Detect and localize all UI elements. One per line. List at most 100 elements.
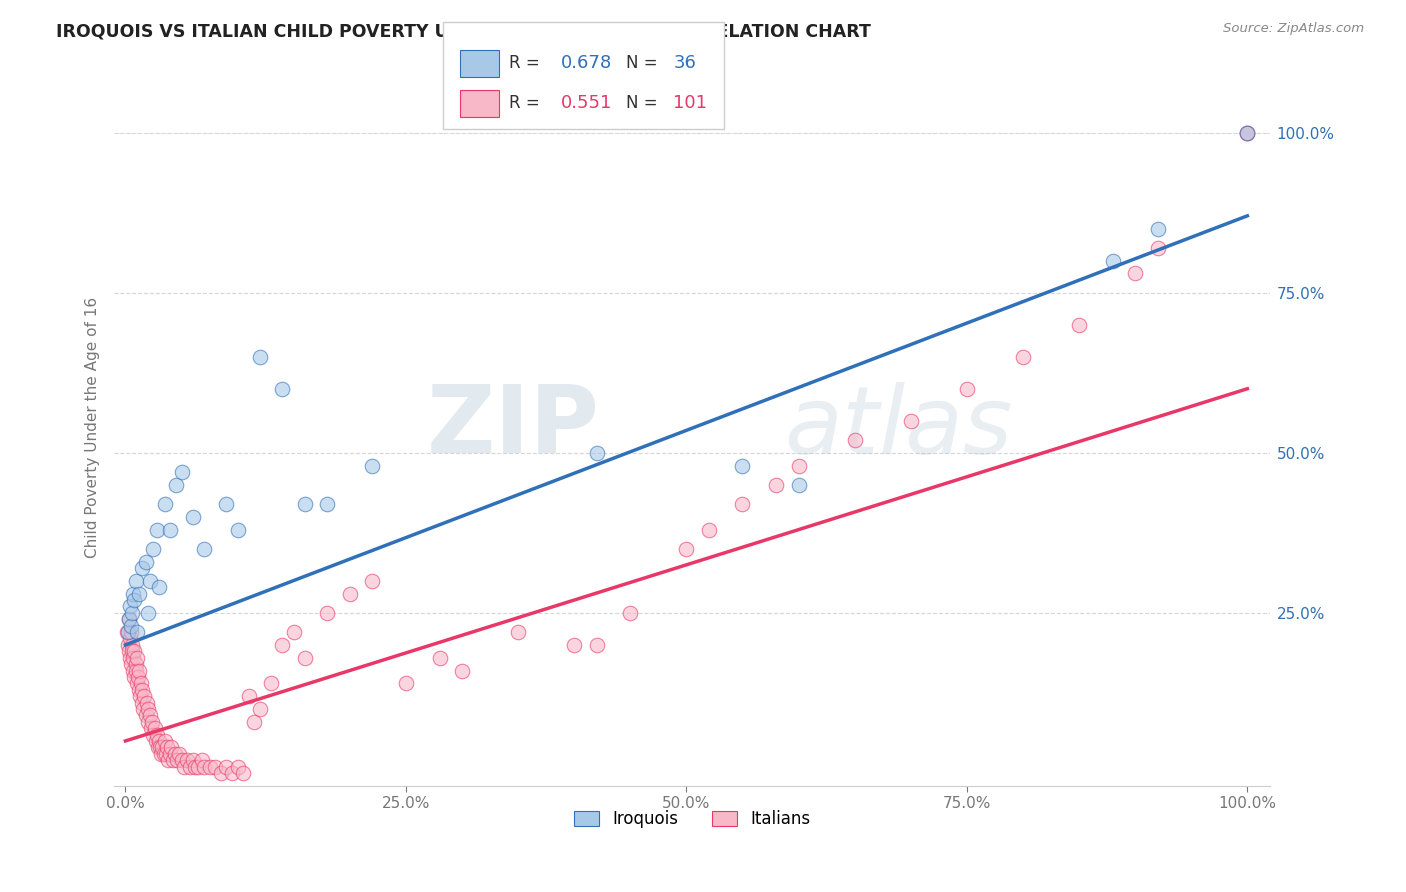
- Point: [294, 650, 316, 665]
- Point: [1236, 126, 1258, 140]
- Point: [765, 477, 787, 491]
- Text: 0.551: 0.551: [561, 95, 613, 112]
- Text: R =: R =: [509, 54, 540, 72]
- Point: [134, 689, 156, 703]
- Point: [1146, 241, 1168, 255]
- Point: [131, 682, 153, 697]
- Point: [136, 714, 159, 729]
- Point: [181, 509, 204, 524]
- Point: [148, 580, 170, 594]
- Text: 101: 101: [673, 95, 707, 112]
- Point: [1012, 350, 1035, 364]
- Point: [187, 759, 209, 773]
- Point: [143, 721, 166, 735]
- Point: [121, 638, 143, 652]
- Point: [128, 664, 150, 678]
- Point: [844, 433, 866, 447]
- Point: [118, 612, 141, 626]
- Point: [1236, 126, 1258, 140]
- Point: [121, 644, 143, 658]
- Point: [232, 766, 254, 780]
- Point: [226, 759, 249, 773]
- Point: [115, 625, 138, 640]
- Point: [122, 650, 145, 665]
- Point: [153, 734, 176, 748]
- Point: [173, 759, 195, 773]
- Point: [395, 676, 418, 690]
- Point: [160, 740, 183, 755]
- Point: [176, 753, 198, 767]
- Point: [1101, 253, 1123, 268]
- Point: [131, 696, 153, 710]
- Point: [129, 689, 152, 703]
- Point: [159, 747, 181, 761]
- Legend: Iroquois, Italians: Iroquois, Italians: [567, 804, 817, 835]
- Point: [238, 689, 260, 703]
- Point: [429, 650, 451, 665]
- Point: [221, 766, 243, 780]
- Point: [124, 644, 146, 658]
- Text: IROQUOIS VS ITALIAN CHILD POVERTY UNDER THE AGE OF 16 CORRELATION CHART: IROQUOIS VS ITALIAN CHILD POVERTY UNDER …: [56, 22, 872, 40]
- Point: [226, 523, 249, 537]
- Point: [124, 657, 146, 672]
- Point: [193, 541, 215, 556]
- Point: [787, 477, 810, 491]
- Point: [697, 523, 720, 537]
- Point: [136, 702, 159, 716]
- Point: [1236, 126, 1258, 140]
- Point: [127, 670, 149, 684]
- Point: [125, 676, 148, 690]
- Point: [243, 714, 266, 729]
- Point: [159, 523, 181, 537]
- Point: [141, 721, 163, 735]
- Point: [209, 766, 232, 780]
- Point: [167, 747, 190, 761]
- Point: [145, 734, 167, 748]
- Text: atlas: atlas: [785, 382, 1012, 473]
- Point: [153, 497, 176, 511]
- Point: [204, 759, 226, 773]
- Point: [361, 458, 384, 473]
- Point: [118, 599, 141, 614]
- Point: [142, 541, 165, 556]
- Point: [155, 747, 177, 761]
- Text: ZIP: ZIP: [426, 381, 599, 473]
- Point: [1067, 318, 1090, 332]
- Point: [731, 458, 754, 473]
- Point: [271, 638, 294, 652]
- Point: [900, 414, 922, 428]
- Point: [136, 606, 159, 620]
- Point: [124, 593, 146, 607]
- Point: [149, 740, 172, 755]
- Point: [118, 650, 141, 665]
- Point: [184, 759, 207, 773]
- Point: [139, 574, 162, 588]
- Point: [787, 458, 810, 473]
- Point: [1146, 221, 1168, 235]
- Point: [179, 759, 201, 773]
- Point: [117, 625, 139, 640]
- Text: 36: 36: [673, 54, 696, 72]
- Point: [124, 664, 146, 678]
- Point: [339, 587, 361, 601]
- Point: [118, 632, 141, 646]
- Point: [585, 638, 607, 652]
- Point: [198, 759, 221, 773]
- Point: [190, 753, 212, 767]
- Point: [120, 657, 142, 672]
- Point: [141, 714, 163, 729]
- Point: [135, 696, 157, 710]
- Point: [956, 382, 979, 396]
- Point: [162, 753, 184, 767]
- Point: [283, 625, 305, 640]
- Point: [165, 477, 187, 491]
- Point: [121, 606, 143, 620]
- Text: 0.678: 0.678: [561, 54, 612, 72]
- Point: [139, 708, 162, 723]
- Point: [361, 574, 384, 588]
- Point: [128, 587, 150, 601]
- Point: [294, 497, 316, 511]
- Point: [129, 676, 152, 690]
- Text: Source: ZipAtlas.com: Source: ZipAtlas.com: [1223, 22, 1364, 36]
- Point: [619, 606, 641, 620]
